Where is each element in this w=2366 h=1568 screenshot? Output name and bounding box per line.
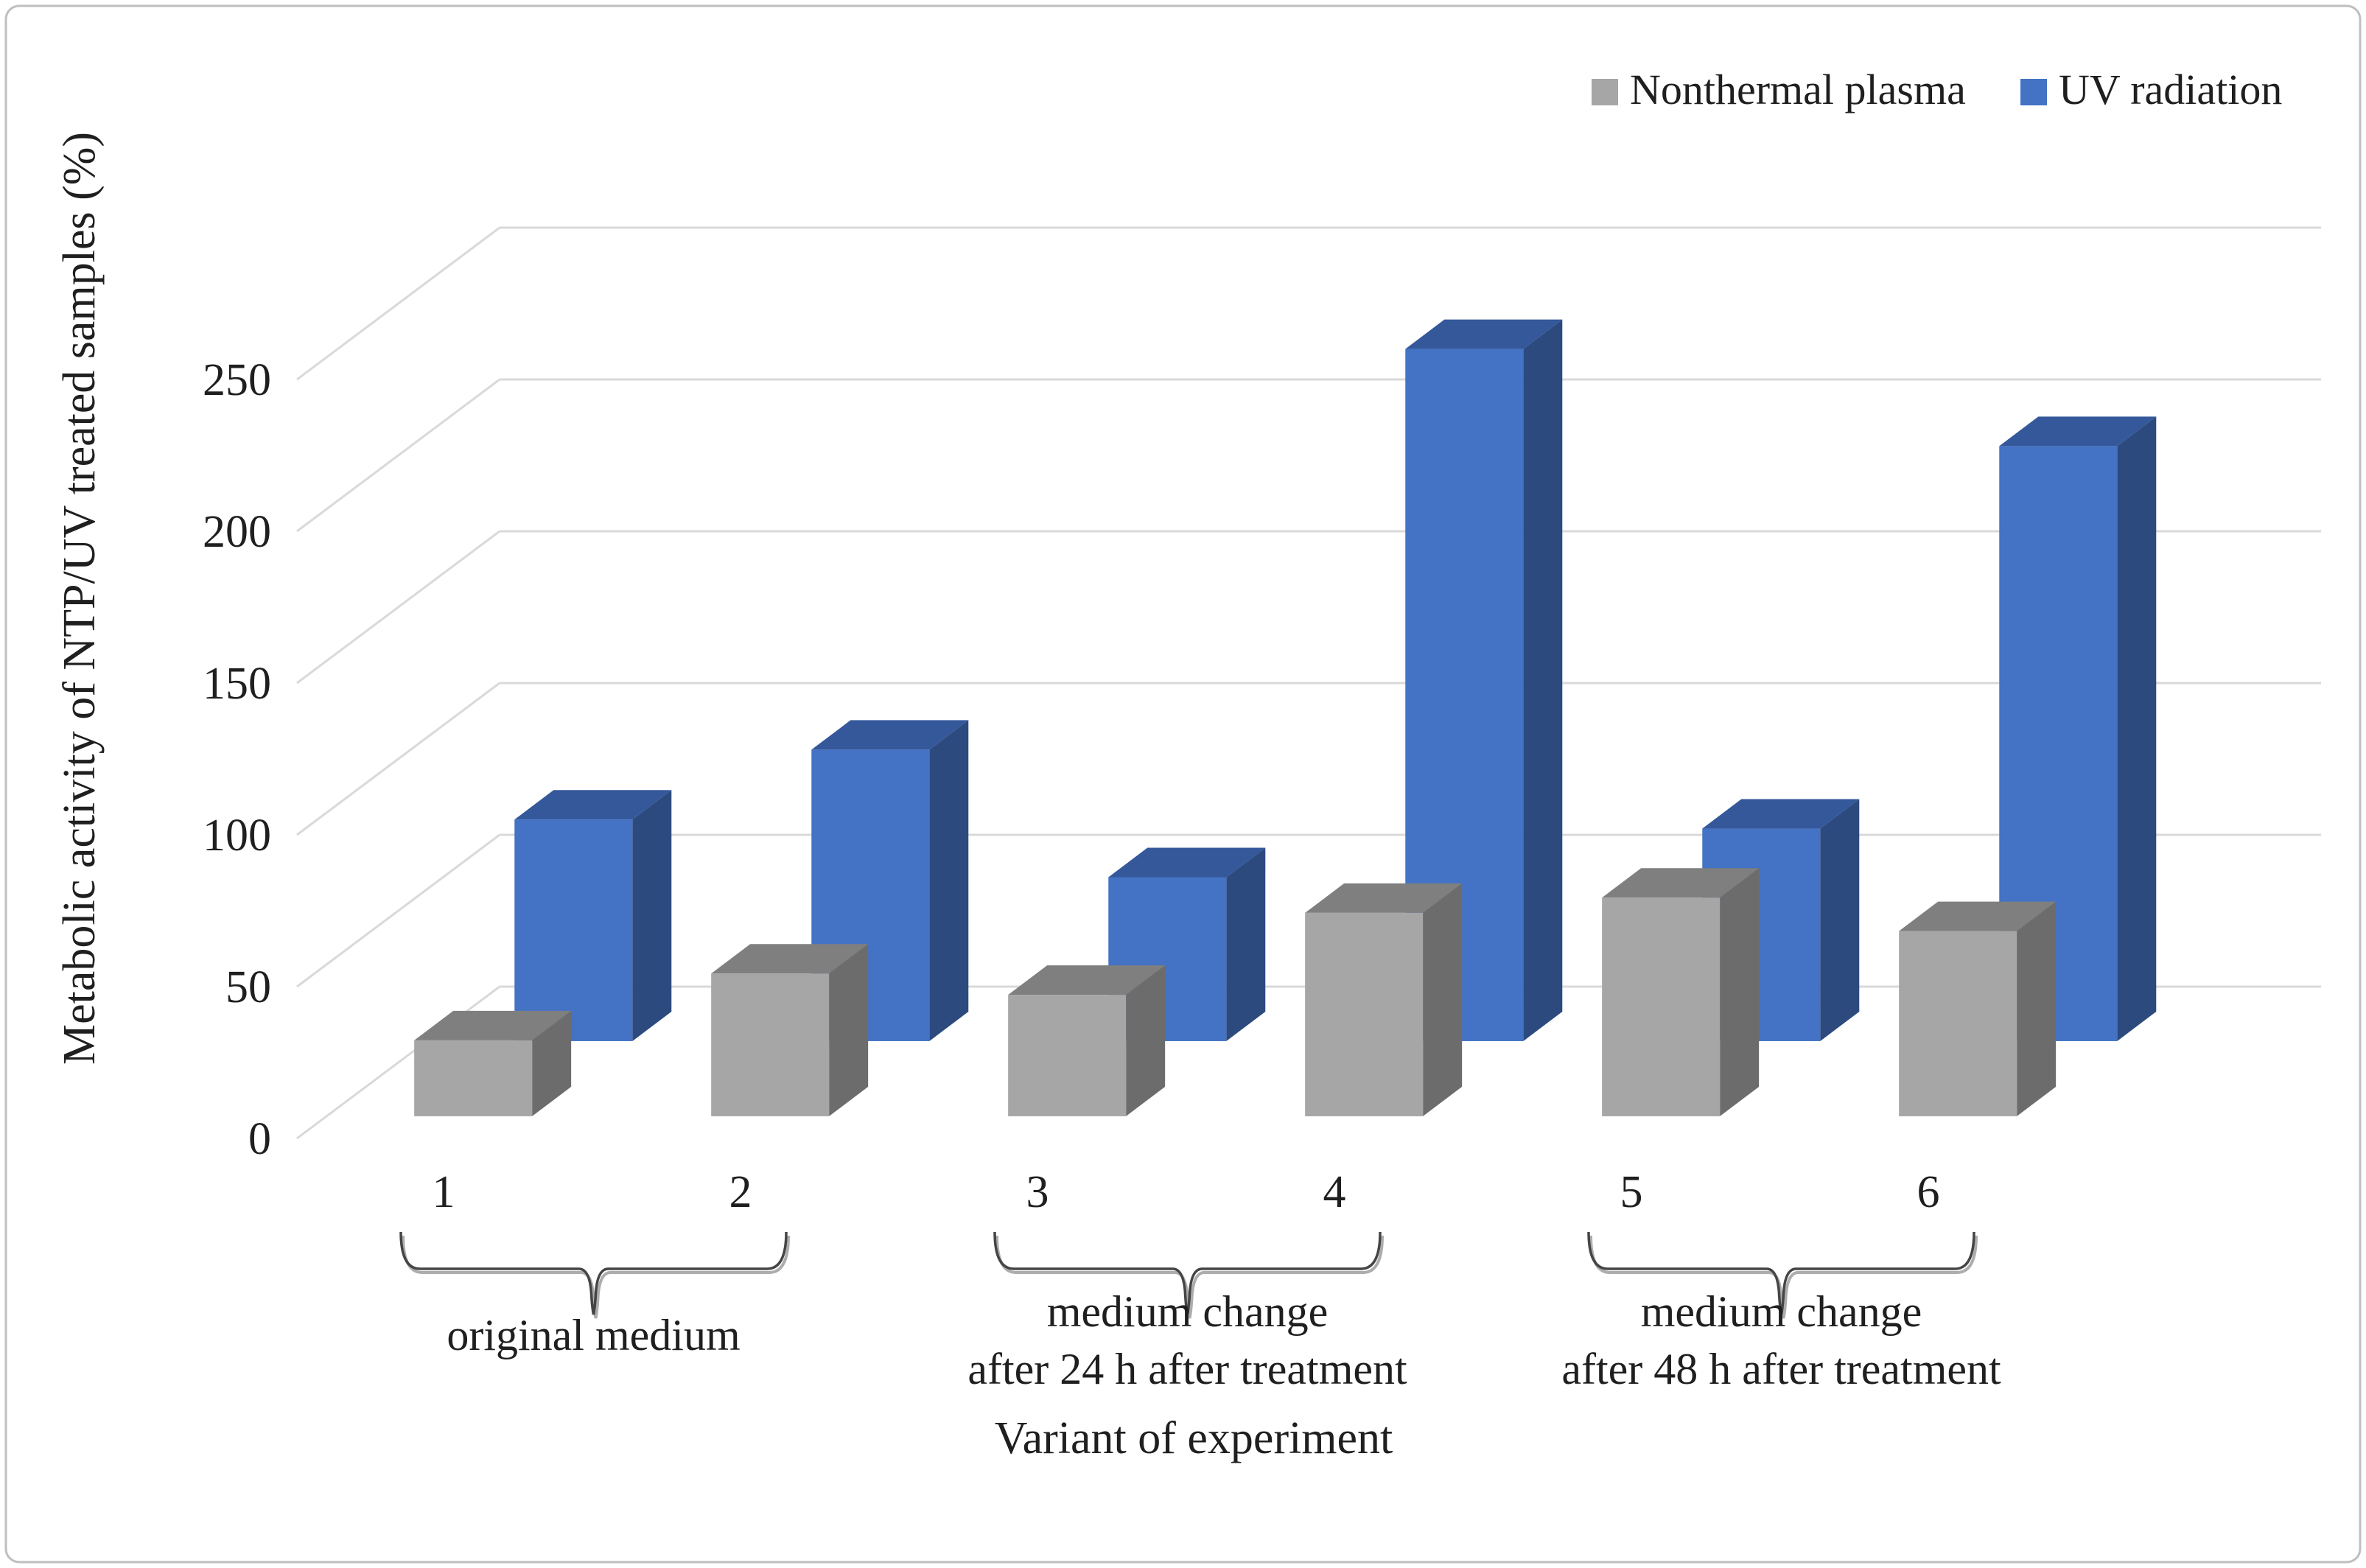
bar-top-nonthermal-plasma-2 bbox=[711, 944, 869, 974]
bar-nonthermal-plasma-2 bbox=[711, 973, 830, 1116]
x-category-label-2: 2 bbox=[729, 1167, 752, 1217]
chart-border bbox=[4, 4, 2362, 1564]
bar-side-nonthermal-plasma-1 bbox=[532, 1010, 572, 1116]
bar-top-uv-radiation-6 bbox=[1999, 416, 2157, 447]
bar-side-uv-radiation-1 bbox=[632, 790, 672, 1041]
group-bracket-shadow-1 bbox=[402, 1235, 790, 1319]
group-label-2-line-1: medium change bbox=[1047, 1287, 1329, 1336]
bar-top-nonthermal-plasma-5 bbox=[1602, 868, 1760, 898]
bar-top-nonthermal-plasma-3 bbox=[1008, 965, 1166, 995]
y-tick-label-150: 150 bbox=[203, 659, 271, 709]
gridline-depth-200 bbox=[296, 378, 500, 533]
bar-nonthermal-plasma-3 bbox=[1008, 995, 1127, 1116]
gridline-depth-250 bbox=[296, 226, 500, 381]
y-tick-label-100: 100 bbox=[203, 811, 271, 861]
gridline-depth-150 bbox=[296, 530, 500, 685]
legend-label-uv-radiation: UV radiation bbox=[2059, 66, 2282, 113]
group-label-1-line-1: original medium bbox=[447, 1311, 740, 1359]
bar-side-nonthermal-plasma-2 bbox=[829, 944, 869, 1116]
group-label-2-line-2: after 24 h after treatment bbox=[967, 1345, 1407, 1393]
y-tick-label-0: 0 bbox=[248, 1114, 271, 1164]
bar-side-uv-radiation-4 bbox=[1523, 319, 1563, 1041]
bar-nonthermal-plasma-1 bbox=[414, 1040, 533, 1116]
y-tick-label-50: 50 bbox=[225, 962, 271, 1012]
group-label-3-line-1: medium change bbox=[1641, 1287, 1922, 1336]
bar-top-uv-radiation-3 bbox=[1108, 847, 1266, 878]
bar-top-nonthermal-plasma-6 bbox=[1899, 901, 2057, 931]
bar-nonthermal-plasma-6 bbox=[1899, 931, 2017, 1116]
group-label-3-line-2: after 48 h after treatment bbox=[1561, 1345, 2001, 1393]
bar-nonthermal-plasma-5 bbox=[1602, 897, 1721, 1116]
legend-label-nonthermal-plasma: Nonthermal plasma bbox=[1630, 66, 1966, 113]
group-bracket-shadow-2 bbox=[995, 1235, 1384, 1319]
group-bracket-3 bbox=[1587, 1231, 1975, 1315]
bar-top-nonthermal-plasma-1 bbox=[414, 1010, 572, 1040]
legend-swatch-uv-radiation bbox=[2020, 79, 2047, 105]
bar-top-uv-radiation-5 bbox=[1702, 799, 1860, 829]
bar-side-nonthermal-plasma-3 bbox=[1126, 965, 1166, 1116]
bar-nonthermal-plasma-4 bbox=[1305, 912, 1424, 1116]
bar-top-nonthermal-plasma-4 bbox=[1305, 883, 1463, 913]
bar-side-uv-radiation-6 bbox=[2117, 416, 2157, 1041]
group-bracket-2 bbox=[993, 1231, 1382, 1315]
x-axis-title: Variant of experiment bbox=[995, 1413, 1393, 1463]
bar-side-nonthermal-plasma-5 bbox=[1720, 868, 1760, 1116]
x-category-label-1: 1 bbox=[433, 1167, 455, 1217]
bar-side-nonthermal-plasma-4 bbox=[1423, 883, 1463, 1116]
legend-swatch-nonthermal-plasma bbox=[1592, 79, 1618, 105]
x-category-label-5: 5 bbox=[1620, 1167, 1643, 1217]
gridline-depth-50 bbox=[296, 833, 500, 988]
bar-top-uv-radiation-2 bbox=[811, 720, 969, 750]
bar-side-uv-radiation-5 bbox=[1820, 799, 1860, 1041]
y-axis-title: Metabolic activity of NTP/UV treated sam… bbox=[55, 132, 105, 1065]
y-tick-label-200: 200 bbox=[203, 507, 271, 557]
group-bracket-1 bbox=[399, 1231, 788, 1315]
y-tick-label-250: 250 bbox=[203, 355, 271, 405]
x-category-label-4: 4 bbox=[1323, 1167, 1346, 1217]
bar-top-uv-radiation-1 bbox=[514, 790, 672, 820]
bar-side-nonthermal-plasma-6 bbox=[2017, 901, 2057, 1116]
gridline-depth-100 bbox=[296, 682, 500, 836]
bar-top-uv-radiation-4 bbox=[1405, 319, 1563, 349]
bar-side-uv-radiation-2 bbox=[929, 720, 969, 1041]
bar-uv-radiation-1 bbox=[514, 819, 633, 1041]
bar-side-uv-radiation-3 bbox=[1226, 847, 1266, 1041]
group-bracket-shadow-3 bbox=[1589, 1235, 1978, 1319]
x-category-label-3: 3 bbox=[1026, 1167, 1049, 1217]
x-category-label-6: 6 bbox=[1917, 1167, 1940, 1217]
